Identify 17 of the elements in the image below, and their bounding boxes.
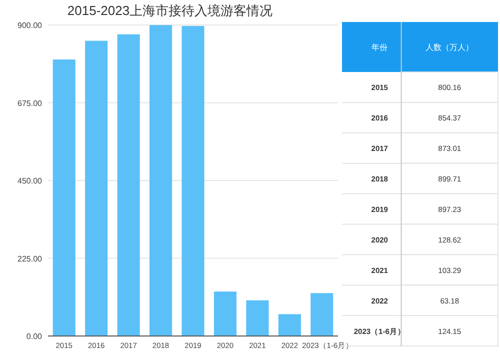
y-axis-title: 年份	[372, 43, 388, 52]
bar	[85, 40, 108, 336]
bar	[117, 34, 140, 336]
bar	[310, 293, 334, 336]
x-tick-label: 人数（万人）	[426, 43, 474, 52]
bar	[150, 25, 172, 336]
y-tick-label: 0.00	[26, 332, 43, 341]
bar	[278, 314, 301, 336]
y-tick-label: 900.00	[18, 21, 43, 30]
y-tick-label: 225.00	[18, 254, 43, 264]
bar	[182, 26, 204, 336]
bar	[214, 292, 236, 336]
y-tick-label: 450.00	[18, 176, 43, 186]
bar	[52, 60, 76, 336]
y-tick-label: 675.00	[18, 98, 43, 108]
bar	[246, 300, 269, 336]
chart-title: 2015-2023上海市接待入境游客情况	[67, 3, 273, 18]
